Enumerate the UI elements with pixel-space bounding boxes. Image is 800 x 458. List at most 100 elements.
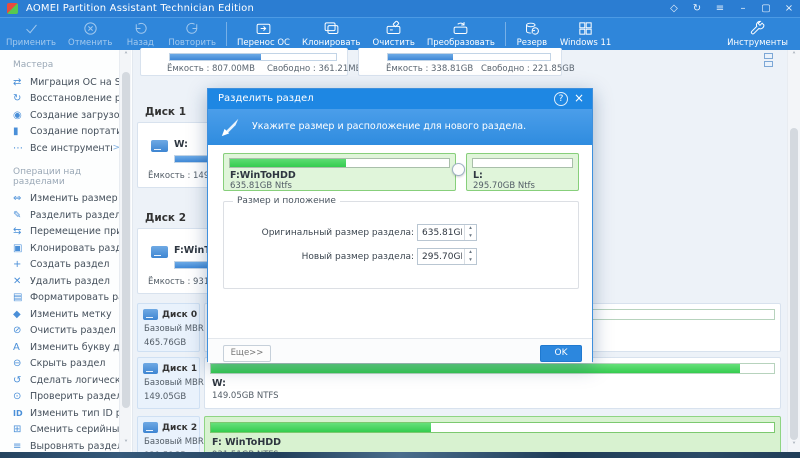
scroll-up-icon[interactable]: ˄ [792,51,796,60]
disk-info[interactable]: Диск 0 Базовый MBR 465.76GB [137,303,204,352]
new-size-input[interactable] [417,248,477,265]
undo-button[interactable]: Назад [118,18,162,51]
close-icon[interactable]: × [573,91,585,105]
apply-icon [25,24,37,34]
capacity-label: Ёмкость : 807.00MB [167,64,255,74]
gift-icon[interactable]: ◇ [670,3,678,14]
wrench-icon [751,20,765,35]
wipe-button[interactable]: Очистить [367,18,421,51]
disk-info[interactable]: Диск 1 Базовый MBR 149.05GB [137,357,204,409]
bootable-cd-icon: ◉ [13,109,22,121]
make-logical-icon: ↺ [13,374,22,386]
capacity-bar [169,53,337,61]
undo-icon [135,22,147,34]
discard-icon [83,22,97,35]
original-size-stepper[interactable]: ▴ ▾ [464,225,476,240]
discard-button[interactable]: Отменить [62,18,118,51]
sidebar-item-split-partition[interactable]: ✎ Разделить раздел [13,209,121,221]
convert-button[interactable]: Преобразовать [421,18,501,51]
menu-icon[interactable]: ≡ [715,3,725,14]
sidebar-item-create-partition[interactable]: + Создать раздел [13,259,110,271]
partition-cell[interactable]: F: WinToHDD 931.51GB NTFS [204,416,781,458]
sidebar-item-clone-partition[interactable]: ▣ Клонировать раздел [13,242,122,254]
sidebar-item-portable-version[interactable]: ▮ Создание портативной вер... [13,126,122,138]
sidebar-item-delete-partition[interactable]: ✕ Удалить раздел [13,275,110,287]
sidebar-item-bootable-cd[interactable]: ◉ Создание загрузочного CD [13,109,122,121]
view-toggle-icon[interactable] [764,53,780,69]
sidebar-item-change-label[interactable]: ◆ Изменить метку [13,308,112,320]
original-size-label: Оригинальный размер раздела: [261,228,414,238]
sidebar-item-hide-partition[interactable]: ⊖ Скрыть раздел [13,358,106,370]
sidebar-item-make-logical[interactable]: ↺ Сделать логическим [13,374,122,386]
sidebar-item-migrate-os[interactable]: ⇄ Миграция ОС на SSD [13,76,122,88]
disk-icon [143,309,158,320]
sidebar-item-move-apps[interactable]: ⇆ Перемещение приложений [13,226,122,238]
free-label: Свободно : 221.85GB [481,64,575,74]
sidebar-item-serial-number[interactable]: ⊞ Сменить серийный номер [13,424,122,436]
close-button[interactable]: × [784,3,794,14]
sidebar-item-format-partition[interactable]: ▤ Форматировать раздел [13,292,122,304]
sidebar-item-change-id[interactable]: ID Изменить тип ID раздела [13,407,122,419]
split-icon: ✎ [13,209,22,221]
sidebar-item-recover-partition[interactable]: ↻ Восстановление раздела [13,93,122,105]
sidebar-scrollbar-thumb[interactable] [122,72,130,408]
scroll-up-icon[interactable]: ˄ [124,51,128,60]
spin-down-icon: ▾ [464,232,476,240]
clone-button[interactable]: Клонировать [296,18,367,51]
sidebar-item-align-partition[interactable]: ≡ Выровнять раздел [13,440,122,452]
maximize-button[interactable]: ▢ [761,3,771,14]
portable-icon: ▮ [13,126,19,138]
partition-left[interactable]: F:WinToHDD 635.81GB Ntfs [223,153,456,191]
scroll-down-icon[interactable]: ˅ [792,441,796,450]
redo-button[interactable]: Повторить [162,18,222,51]
tools-button[interactable]: Инструменты [721,18,794,51]
dialog-banner: Укажите размер и расположение для нового… [208,109,592,145]
windows-grid-icon [579,22,592,35]
sidebar-item-check-partition[interactable]: ⊙ Проверить раздел [13,391,122,403]
main-scrollbar[interactable]: ˄ ˅ [787,50,800,452]
sidebar-section-title: Операции над разделами [13,166,82,187]
new-size-stepper[interactable]: ▴ ▾ [464,249,476,264]
app-logo-icon [7,3,18,14]
dialog-title: Разделить раздел [208,89,592,109]
sidebar-section-title: Мастера [13,60,54,70]
chevron-right-icon: > [112,143,120,154]
minimize-button[interactable]: – [740,3,746,14]
hide-partition-icon: ⊖ [13,358,22,370]
update-icon[interactable]: ↻ [692,3,702,14]
windows11-button[interactable]: Windows 11 [554,18,617,51]
partition-box[interactable]: Ёмкость : 807.00MB Свободно : 361.21MB [140,48,361,76]
sidebar-item-all-tools[interactable]: ⋯ Все инструменты > [13,142,120,154]
apply-button[interactable]: Применить [0,18,62,51]
resize-handle[interactable] [452,163,465,176]
usage-bar [210,422,775,433]
split-pen-icon [221,118,239,137]
migrate-os-icon [256,23,271,34]
split-partition-dialog: Разделить раздел ? × Укажите размер и ра… [207,88,593,363]
sidebar-item-change-letter[interactable]: A Изменить букву диска [13,341,122,353]
partition-cell[interactable]: W: 149.05GB NTFS [204,357,781,409]
spin-down-icon: ▾ [464,256,476,264]
scroll-down-icon[interactable]: ˅ [124,439,128,448]
sidebar-item-resize[interactable]: ⇔ Изменить размер [13,193,118,205]
help-icon[interactable]: ? [554,92,568,106]
partition-box[interactable]: Ёмкость : 338.81GB Свободно : 221.85GB [358,48,575,76]
clone-icon [324,22,339,34]
migrate-os-button[interactable]: Перенос ОС [231,18,296,51]
disk-icon [151,140,168,152]
more-button[interactable]: Еще>> [223,345,271,362]
all-tools-icon: ⋯ [13,142,23,154]
format-partition-icon: ▤ [13,292,23,304]
sidebar-item-wipe-partition[interactable]: ⊘ Очистить раздел [13,325,116,337]
change-letter-icon: A [13,341,20,353]
disk-sync-icon [143,422,158,433]
ok-button[interactable]: OK [540,345,582,362]
disk-section-title: Диск 1 [145,106,187,118]
main-scrollbar-thumb[interactable] [790,128,798,440]
partition-right[interactable]: L: 295.70GB Ntfs [466,153,579,191]
usage-bar [229,158,450,168]
sidebar-scrollbar[interactable]: ˄ ˅ [119,50,131,452]
original-size-input[interactable] [417,224,477,241]
backup-button[interactable]: Резерв [510,18,554,51]
